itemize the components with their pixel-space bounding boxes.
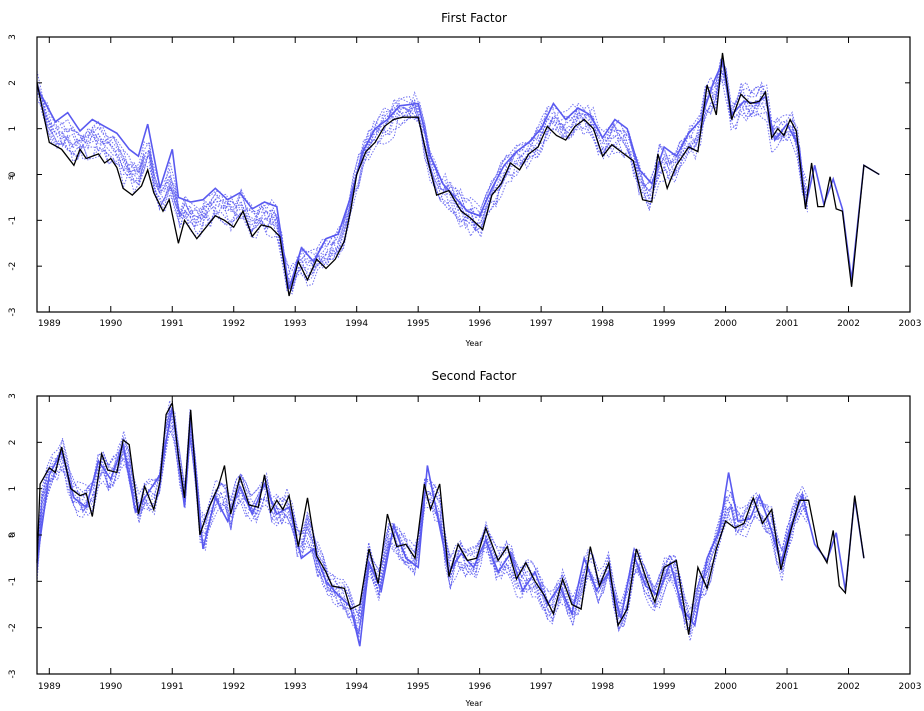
x-tick-label: 2000	[714, 682, 737, 692]
x-tick-label: 1997	[530, 682, 553, 692]
draw-band-line	[36, 59, 880, 290]
y-tick-label: 2	[8, 439, 18, 445]
chart-title: First Factor	[441, 11, 507, 25]
x-tick-label: 2002	[837, 319, 860, 329]
y-tick-label: -2	[8, 623, 18, 632]
x-tick-label: 2003	[899, 682, 922, 692]
draw-line	[36, 67, 808, 288]
posterior-draws	[36, 56, 808, 295]
y-axis-ticks: -3 -2 -1 0 1 2 3	[8, 393, 910, 678]
y-tick-label: 0	[8, 532, 18, 538]
y-tick-label: 2	[8, 80, 18, 86]
y-axis-ticks: -3 -2 -1 0 1 2 3	[8, 34, 910, 316]
x-tick-label: 2002	[837, 682, 860, 692]
x-tick-label: 2000	[714, 319, 737, 329]
plot-frame	[36, 36, 911, 313]
y-tick-label: 0	[8, 171, 18, 177]
y-axis-label: si	[6, 532, 17, 538]
x-tick-label: 1997	[530, 319, 553, 329]
x-tick-label: 1989	[38, 682, 61, 692]
chart-title: Second Factor	[432, 369, 517, 383]
x-tick-label: 1990	[99, 682, 122, 692]
y-axis-label-main: s	[6, 534, 15, 538]
y-tick-label: -1	[8, 216, 18, 225]
y-tick-label: -3	[8, 308, 18, 317]
draw-line	[36, 67, 808, 290]
y-tick-label: -2	[8, 262, 18, 271]
x-tick-label: 1996	[468, 319, 491, 329]
x-tick-label: 1993	[284, 319, 307, 329]
y-tick-label: -1	[8, 577, 18, 586]
x-tick-label: 2003	[899, 319, 922, 329]
x-tick-label: 1995	[407, 682, 430, 692]
draw-line	[36, 58, 808, 272]
y-tick-label: 1	[8, 126, 18, 132]
x-tick-label: 2001	[776, 319, 799, 329]
draw-line	[36, 400, 808, 622]
x-tick-label: 1991	[161, 682, 184, 692]
second-factor-panel: Second Factor -3 -2 -1 0 1 2 3 1989 1990 1991 199…	[6, 369, 921, 708]
estimate-line	[36, 52, 880, 297]
x-tick-label: 1994	[345, 319, 368, 329]
series-lines	[36, 52, 880, 297]
draw-line	[36, 77, 808, 292]
y-axis-label-main: s	[6, 176, 15, 180]
draw-line	[36, 66, 808, 283]
y-axis-label-sub: i	[10, 174, 17, 176]
x-tick-label: 1998	[591, 682, 614, 692]
estimate-line	[36, 400, 865, 635]
x-axis-label: Year	[465, 339, 484, 348]
draw-line	[36, 72, 808, 290]
x-tick-label: 2001	[776, 682, 799, 692]
x-tick-label: 1995	[407, 319, 430, 329]
x-tick-label: 1999	[653, 319, 676, 329]
draw-band-line	[36, 407, 865, 647]
x-tick-label: 1992	[222, 319, 245, 329]
x-axis-label: Year	[465, 699, 484, 708]
draw-line	[36, 71, 808, 285]
series-lines	[36, 400, 865, 647]
x-tick-label: 1992	[222, 682, 245, 692]
y-axis-label: si	[6, 174, 17, 180]
y-tick-label: 3	[8, 393, 18, 399]
x-tick-label: 1999	[653, 682, 676, 692]
x-tick-label: 1991	[161, 319, 184, 329]
x-axis-ticks: 1989 1990 1991 1992 1993 1994 1995 1996 1997 1998…	[38, 37, 922, 329]
y-axis-label-sub: i	[10, 532, 17, 534]
x-axis-ticks: 1989 1990 1991 1992 1993 1994 1995 1996 1997 1998…	[38, 396, 922, 692]
y-tick-label: -3	[8, 670, 18, 679]
y-tick-label: 3	[8, 34, 18, 40]
x-tick-label: 1994	[345, 682, 368, 692]
draw-line	[36, 56, 808, 280]
x-tick-label: 1996	[468, 682, 491, 692]
y-tick-label: 1	[8, 486, 18, 492]
first-factor-panel: First Factor -3 -2 -1 0 1 2 3 1989 1990 1991 1992…	[6, 11, 921, 348]
x-tick-label: 1990	[99, 319, 122, 329]
x-tick-label: 1998	[591, 319, 614, 329]
x-tick-label: 1989	[38, 319, 61, 329]
x-tick-label: 1993	[284, 682, 307, 692]
draw-line	[36, 423, 808, 641]
